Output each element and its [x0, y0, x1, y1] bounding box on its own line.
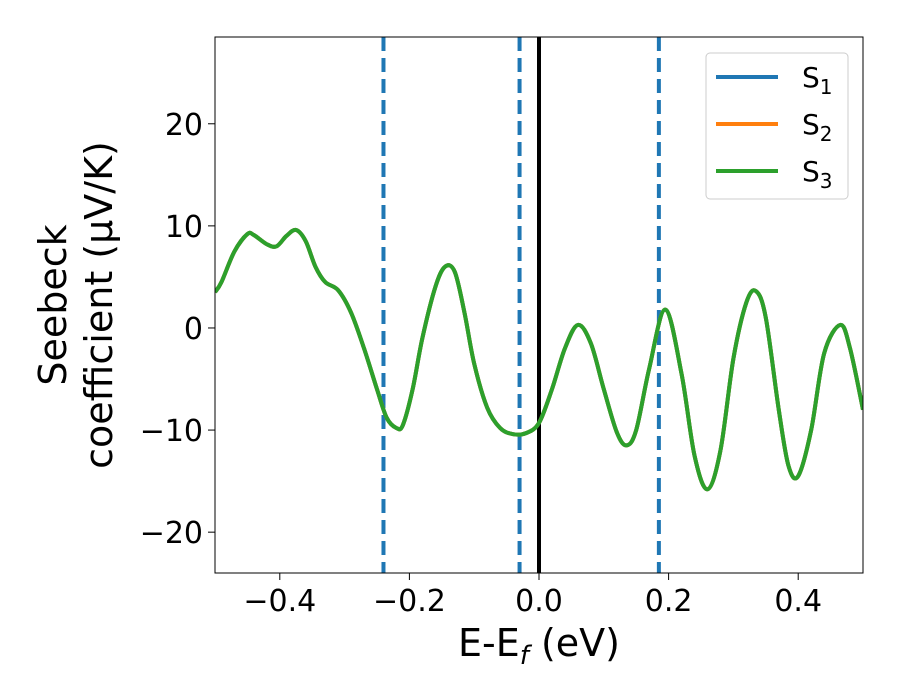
x-tick-label: 0.2 [645, 584, 693, 619]
x-axis-label: E-Ef (eV) [458, 621, 620, 671]
y-tick-label: 10 [165, 210, 203, 245]
legend-entry-s3: S3 [716, 155, 833, 193]
x-axis-label-rest: (eV) [529, 621, 620, 665]
chart-marks [215, 37, 863, 573]
plot-frame [214, 36, 864, 574]
legend-entry-s2: S2 [716, 108, 833, 146]
legend-label-s3: S3 [802, 155, 833, 193]
y-tick-label: 0 [184, 312, 203, 347]
legend-entry-s1: S1 [716, 61, 833, 99]
y-axis-label-line1: Seebeck [31, 224, 75, 385]
y-tick-label: 20 [165, 108, 203, 143]
y-tick-label: −10 [140, 414, 203, 449]
legend-label-s2: S2 [802, 108, 833, 146]
x-tick-label: 0.0 [515, 584, 563, 619]
x-tick-label: 0.4 [774, 584, 822, 619]
x-tick-label: −0.2 [373, 584, 446, 619]
x-axis-label-base: E-E [458, 621, 520, 665]
legend-label-s1: S1 [802, 61, 833, 99]
y-axis-label-line2: coefficient (μV/K) [77, 141, 121, 469]
axis-ticks: −0.4 −0.2 0.0 0.2 0.4 −20 −10 0 10 20 [140, 108, 822, 619]
legend: S1 S2 S3 [705, 52, 849, 200]
series-line-s3 [215, 227, 863, 492]
y-tick-label: −20 [140, 516, 203, 551]
x-tick-label: −0.4 [243, 584, 316, 619]
y-axis-label: Seebeck coefficient (μV/K) [31, 141, 121, 469]
